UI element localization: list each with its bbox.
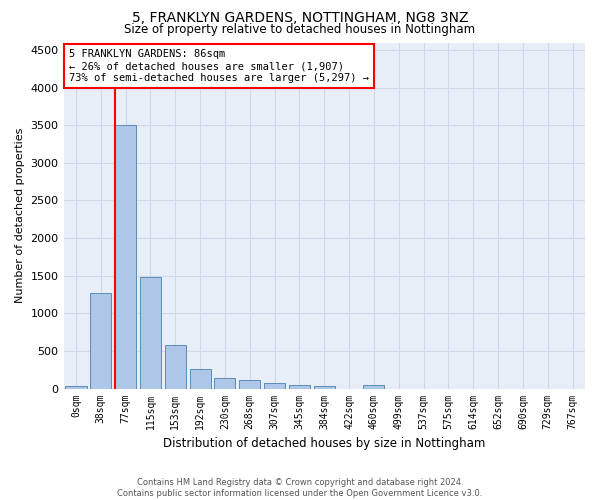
Bar [239, 380, 260, 388]
Bar [165, 345, 186, 389]
X-axis label: Distribution of detached houses by size in Nottingham: Distribution of detached houses by size … [163, 437, 485, 450]
Bar [115, 126, 136, 388]
Bar [140, 277, 161, 388]
Y-axis label: Number of detached properties: Number of detached properties [15, 128, 25, 303]
Bar [65, 386, 86, 388]
Bar [264, 384, 285, 388]
Bar [214, 378, 235, 388]
Text: Size of property relative to detached houses in Nottingham: Size of property relative to detached ho… [124, 22, 476, 36]
Text: 5 FRANKLYN GARDENS: 86sqm
← 26% of detached houses are smaller (1,907)
73% of se: 5 FRANKLYN GARDENS: 86sqm ← 26% of detac… [69, 50, 369, 82]
Bar [364, 385, 385, 388]
Bar [314, 386, 335, 388]
Bar [289, 385, 310, 388]
Bar [90, 293, 112, 388]
Bar [190, 370, 211, 388]
Text: 5, FRANKLYN GARDENS, NOTTINGHAM, NG8 3NZ: 5, FRANKLYN GARDENS, NOTTINGHAM, NG8 3NZ [132, 11, 468, 25]
Text: Contains HM Land Registry data © Crown copyright and database right 2024.
Contai: Contains HM Land Registry data © Crown c… [118, 478, 482, 498]
